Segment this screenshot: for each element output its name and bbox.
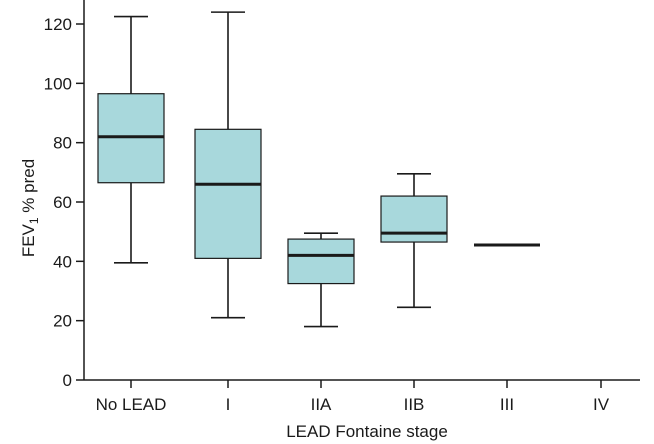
y-tick-label-0: 0 xyxy=(63,371,72,390)
iqr-box-i xyxy=(194,128,262,259)
x-axis: No LEAD I IIA IIB III IV xyxy=(84,379,640,414)
y-tick-label-20: 20 xyxy=(53,312,72,331)
box-iia xyxy=(287,232,355,328)
y-axis-title-subscript: 1 xyxy=(27,217,41,224)
y-tick-label-40: 40 xyxy=(53,252,72,271)
boxes-group xyxy=(97,11,540,328)
y-tick-label-80: 80 xyxy=(53,134,72,153)
x-tick-label-iii: III xyxy=(500,395,514,414)
y-tick-label-120: 120 xyxy=(44,15,72,34)
x-tick-label-no-lead: No LEAD xyxy=(96,395,167,414)
x-tick-label-iib: IIB xyxy=(404,395,425,414)
iqr-box-iia xyxy=(287,238,355,285)
box-iib xyxy=(380,173,448,309)
x-tick-label-iia: IIA xyxy=(311,395,332,414)
box-i xyxy=(194,11,262,319)
x-tick-label-i: I xyxy=(226,395,231,414)
x-tick-label-iv: IV xyxy=(593,395,610,414)
y-axis-title: FEV1 % pred xyxy=(19,159,41,257)
y-tick-label-100: 100 xyxy=(44,74,72,93)
y-tick-label-60: 60 xyxy=(53,193,72,212)
y-axis-title-rest: % pred xyxy=(19,159,38,218)
box-no-lead xyxy=(97,15,165,264)
y-axis-title-main: FEV xyxy=(19,223,38,257)
x-axis-title: LEAD Fontaine stage xyxy=(286,422,448,441)
y-axis: 0 20 40 60 80 100 120 xyxy=(44,0,85,390)
iqr-box-iib xyxy=(380,195,448,243)
